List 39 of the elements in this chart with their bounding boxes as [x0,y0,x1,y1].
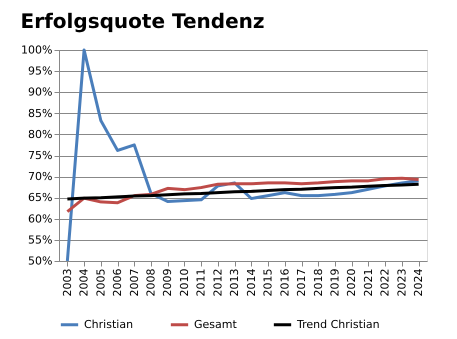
x-tick-label: 2004 [78,268,91,296]
x-tick-label: 2019 [328,268,342,296]
x-tick-label: 2010 [178,268,191,296]
y-tick-label: 70% [28,170,52,184]
chart-title: Erfolgsquote Tendenz [20,9,265,33]
x-tick-label: 2022 [378,268,392,296]
y-tick-label: 55% [28,233,52,246]
y-tick-label: 80% [28,128,52,141]
x-tick-label: 2013 [228,268,242,296]
x-tick-label: 2008 [144,268,158,296]
y-tick-label: 100% [21,44,52,56]
x-tick-label: 2003 [60,268,74,296]
legend-label: Gesamt [194,318,238,331]
x-tick-label: 2014 [244,268,258,296]
y-tick-label: 95% [28,64,52,78]
y-tick-label: 75% [28,149,52,162]
y-tick-label: 85% [28,106,52,120]
x-tick-label: 2023 [395,268,408,296]
y-tick-label: 90% [28,86,52,99]
y-tick-label: 65% [28,191,52,204]
x-tick-label: 2006 [111,268,124,296]
legend-label: Trend Christian [296,318,380,331]
x-tick-label: 2005 [94,268,108,296]
x-tick-label: 2016 [278,268,292,296]
line-series [66,176,420,214]
x-tick-label: 2015 [262,268,275,296]
x-tick-label: 2009 [161,268,174,296]
x-tick-label: 2012 [211,268,224,296]
x-tick-label: 2017 [295,268,308,296]
x-tick-label: 2018 [312,268,325,296]
y-tick-label: 50% [28,254,52,268]
y-tick-label: 60% [28,212,52,226]
x-tick-label: 2007 [128,268,141,296]
x-tick-label: 2011 [194,268,208,296]
x-tick-label: 2024 [412,268,426,296]
line-series [66,182,420,200]
x-tick-label: 2020 [345,268,358,296]
x-tick-label: 2021 [362,268,375,296]
legend-label: Christian [84,318,134,331]
